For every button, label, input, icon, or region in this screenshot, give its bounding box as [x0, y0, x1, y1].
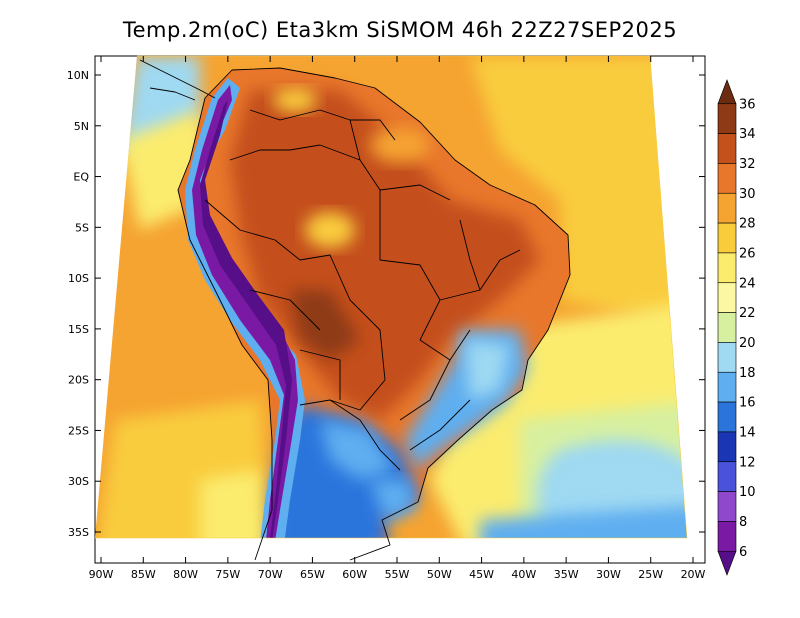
colorbar-segment	[717, 342, 737, 373]
central-america-coast	[139, 59, 216, 101]
lon-tick-label: 90W	[89, 568, 114, 581]
colorbar-label: 18	[739, 366, 756, 381]
colorbar-label: 28	[739, 217, 756, 232]
colorbar-segment	[717, 163, 737, 194]
andes-ridge-inner	[192, 85, 298, 538]
warm-patch-amazon	[305, 212, 355, 248]
colorbar-label: 30	[739, 187, 756, 202]
colorbar-segment	[717, 282, 737, 313]
colorbar-label: 12	[739, 455, 756, 470]
political-borders	[139, 59, 571, 561]
lat-tick-label: 20S	[68, 374, 89, 387]
border-brazil-states	[379, 190, 521, 451]
colorbar-segment	[717, 222, 737, 254]
ocean-pacific-coast-pale	[200, 470, 265, 538]
land-southern-cone-light	[320, 420, 395, 480]
lat-tick-label: 25S	[68, 424, 89, 437]
land-southeast-light	[465, 340, 510, 400]
border-venezuela	[249, 109, 396, 161]
colorbar-segment	[717, 192, 737, 224]
colorbar-label: 20	[739, 336, 756, 351]
colorbar-label: 14	[739, 425, 756, 440]
lat-tick-label: 15S	[68, 323, 89, 336]
lat-tick-label: 5N	[74, 120, 89, 133]
colorbar-label: 32	[739, 157, 756, 172]
colorbar-label: 8	[739, 515, 747, 530]
lon-tick-label: 40W	[511, 568, 536, 581]
ocean-east-mild	[470, 56, 687, 330]
colorbar-label: 24	[739, 276, 756, 291]
lon-tick-label: 65W	[300, 568, 325, 581]
colorbar-segment	[717, 401, 737, 433]
lat-tick-label: 30S	[68, 475, 89, 488]
lat-tick-label: 5S	[75, 221, 89, 234]
colorbar-top-arrow	[717, 79, 737, 105]
lon-tick-label: 60W	[342, 568, 367, 581]
colorbar-segment	[717, 312, 737, 343]
colorbar-segment	[717, 103, 737, 134]
lon-tick-label: 35W	[554, 568, 579, 581]
lon-tick-label: 85W	[131, 568, 156, 581]
warm-patch-guianas	[370, 127, 430, 163]
lon-tick-label: 70W	[258, 568, 283, 581]
lon-tick-label: 45W	[469, 568, 494, 581]
lon-tick-label: 50W	[427, 568, 452, 581]
colorbar-label: 34	[739, 127, 756, 142]
colorbar-label: 10	[739, 485, 756, 500]
longitude-axis: 90W 85W 80W 75W 70W 65W 60W 55W 50W 45W 40W 35W 30W 2…	[89, 56, 706, 581]
lon-tick-label: 75W	[215, 568, 240, 581]
warm-patch-venezuela	[273, 88, 317, 112]
lon-tick-label: 30W	[596, 568, 621, 581]
colorbar-label: 26	[739, 246, 756, 261]
colorbar-label: 22	[739, 306, 756, 321]
colorbar-bottom-arrow	[717, 550, 737, 576]
lat-tick-label: 10S	[68, 272, 89, 285]
lon-tick-label: 80W	[173, 568, 198, 581]
lon-tick-label: 25W	[638, 568, 663, 581]
colorbar-segment	[717, 521, 737, 552]
lon-tick-label: 55W	[385, 568, 410, 581]
map-title: Temp.2m(oC) Eta3km SiSMOM 46h 22Z27SEP20…	[122, 18, 678, 42]
lat-tick-label: EQ	[73, 171, 89, 184]
colorbar: 36 34 32 30 28 26 24 22 20 18 16 14 12 10 8 6	[717, 79, 756, 576]
land-hottest-core	[290, 290, 360, 360]
colorbar-segment	[717, 371, 737, 403]
border-andean	[204, 149, 401, 471]
model-domain-edge	[95, 55, 688, 539]
ocean-far-south-blue	[480, 505, 687, 538]
temperature-field	[95, 56, 687, 538]
land-uruguay-blue	[370, 480, 415, 520]
andes-ridge-core	[200, 100, 292, 538]
colorbar-segment	[717, 491, 737, 522]
colorbar-label: 6	[739, 545, 747, 560]
colorbar-label: 36	[739, 97, 756, 112]
colorbar-segment	[717, 252, 737, 284]
colorbar-segment	[717, 431, 737, 463]
coastline	[177, 67, 571, 561]
colorbar-segment	[717, 133, 737, 164]
colorbar-label: 16	[739, 396, 756, 411]
colorbar-segment	[717, 461, 737, 492]
lat-tick-label: 35S	[68, 526, 89, 539]
lat-tick-label: 10N	[67, 69, 89, 82]
border-brazil-west	[239, 144, 451, 411]
latitude-axis: 10N 5N EQ 5S 10S 15S 20S 25S 30S 35S	[67, 69, 705, 539]
lon-tick-label: 20W	[681, 568, 706, 581]
